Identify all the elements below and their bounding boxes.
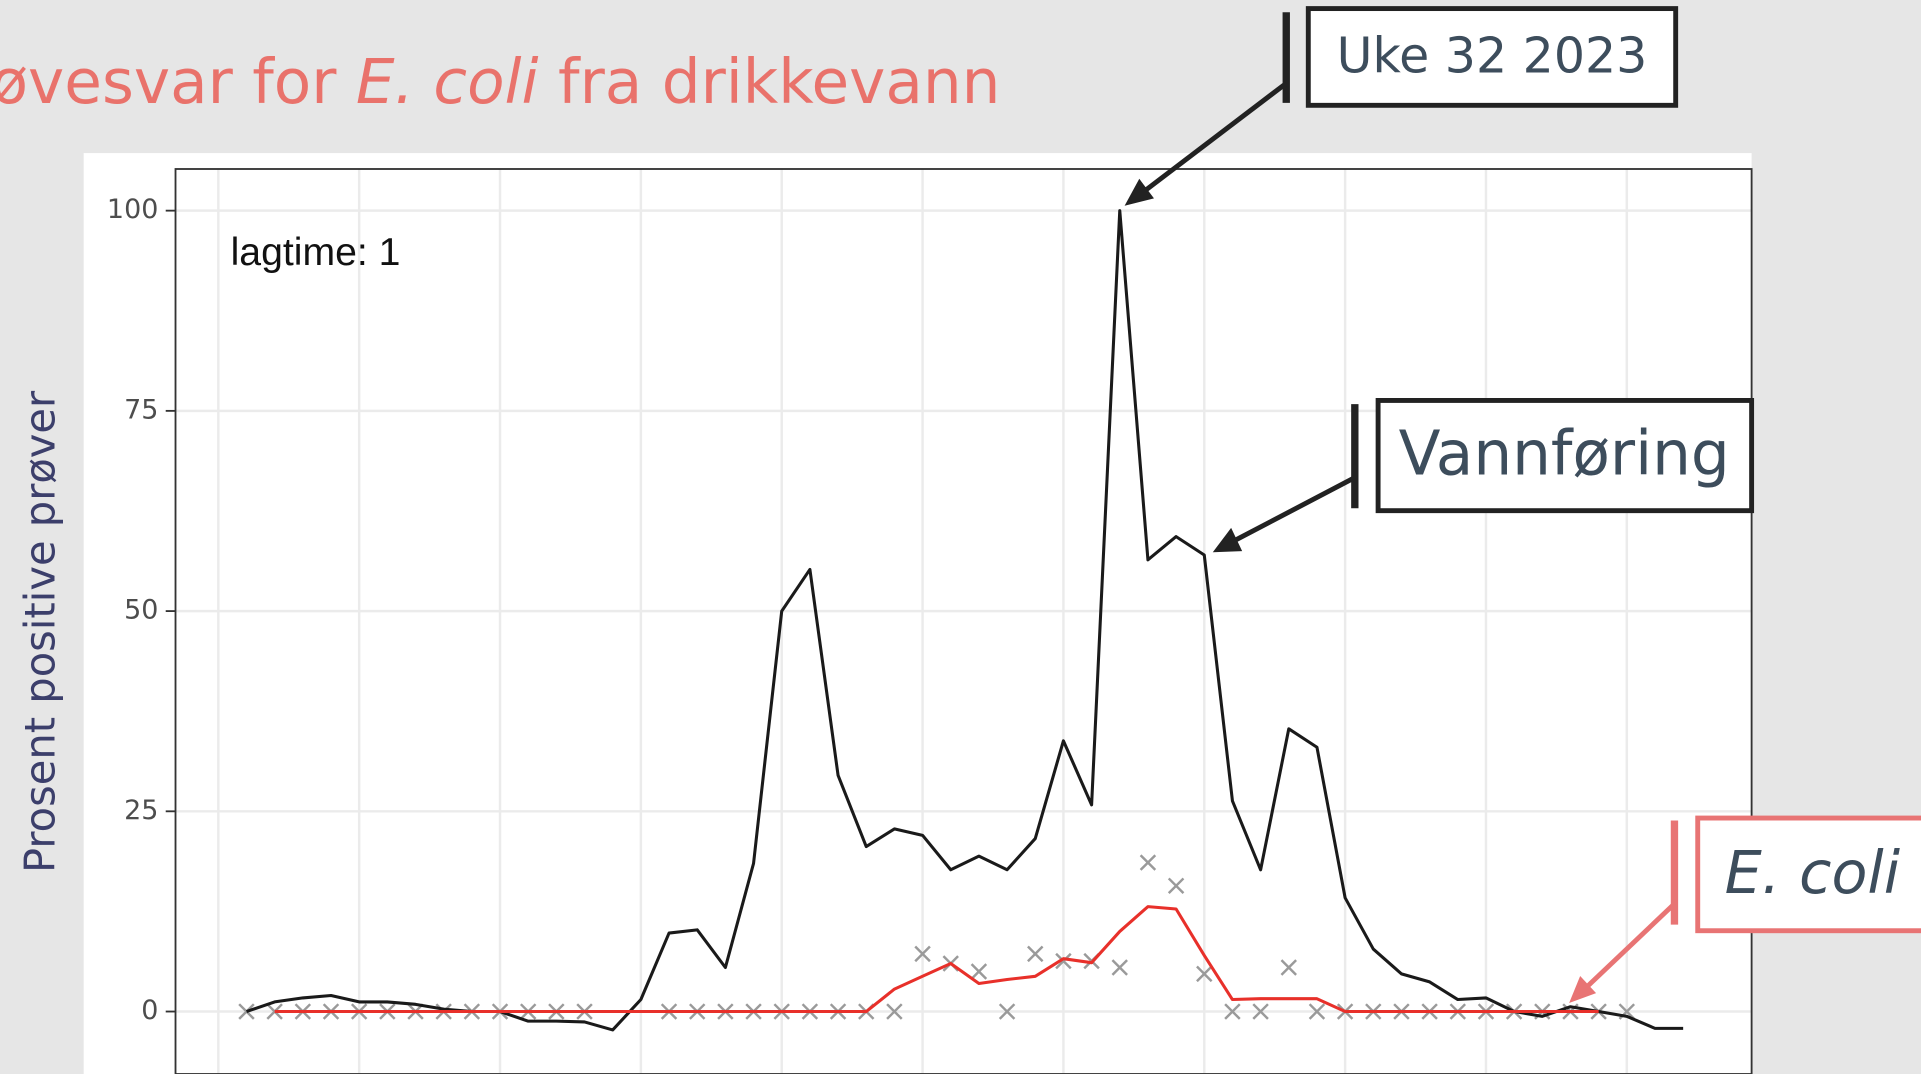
subtitle-part: fra drikkevann — [539, 47, 1001, 118]
cross-marker — [998, 1003, 1016, 1020]
cross-marker — [970, 963, 988, 980]
callout-text: Vannføring — [1399, 419, 1730, 490]
arrow-head — [1124, 178, 1154, 206]
callout-text: E. coli — [1725, 838, 1901, 907]
cross-marker — [1111, 959, 1128, 976]
panel-label: lagtime: 1 — [231, 231, 401, 274]
plot — [175, 168, 1752, 1074]
callout-box — [1695, 815, 1921, 934]
panel-border — [174, 168, 1753, 1074]
cross-marker — [1308, 1003, 1326, 1020]
arrow — [1131, 81, 1288, 202]
cross-marker — [1224, 1003, 1241, 1020]
cross-marker — [266, 1003, 283, 1020]
callout-box — [1375, 398, 1755, 514]
y-tick-label: 25 — [124, 795, 158, 826]
subtitle-part: E. coli — [356, 47, 539, 118]
cross-marker — [914, 945, 931, 963]
cross-marker — [1196, 965, 1213, 983]
arrow-head — [1212, 527, 1243, 553]
subtitle-part: øvesvar for — [0, 47, 356, 118]
plot-background — [83, 153, 1752, 1074]
y-tick-label: 75 — [124, 394, 158, 425]
y-tick-label: 0 — [141, 995, 158, 1026]
cross-marker — [886, 1003, 903, 1020]
y-tick-label: 50 — [124, 595, 158, 626]
cross-marker — [1139, 854, 1157, 871]
arrow — [1222, 475, 1356, 549]
series-line — [274, 905, 1599, 1014]
y-tick-label: 100 — [107, 194, 158, 225]
cross-marker — [1055, 952, 1072, 970]
arrow — [1577, 901, 1677, 997]
cross-marker — [1027, 945, 1044, 963]
callout-text: Uke 32 2023 — [1337, 27, 1648, 84]
y-axis-label: Prosent positive prøver — [15, 390, 64, 873]
cross-marker — [1167, 877, 1185, 895]
subtitle: øvesvar for E. coli fra drikkevann — [0, 47, 1000, 118]
cross-marker — [1280, 959, 1298, 976]
arrow-head — [1569, 976, 1597, 1003]
cross-marker — [1252, 1003, 1269, 1020]
callout-box — [1305, 6, 1679, 108]
